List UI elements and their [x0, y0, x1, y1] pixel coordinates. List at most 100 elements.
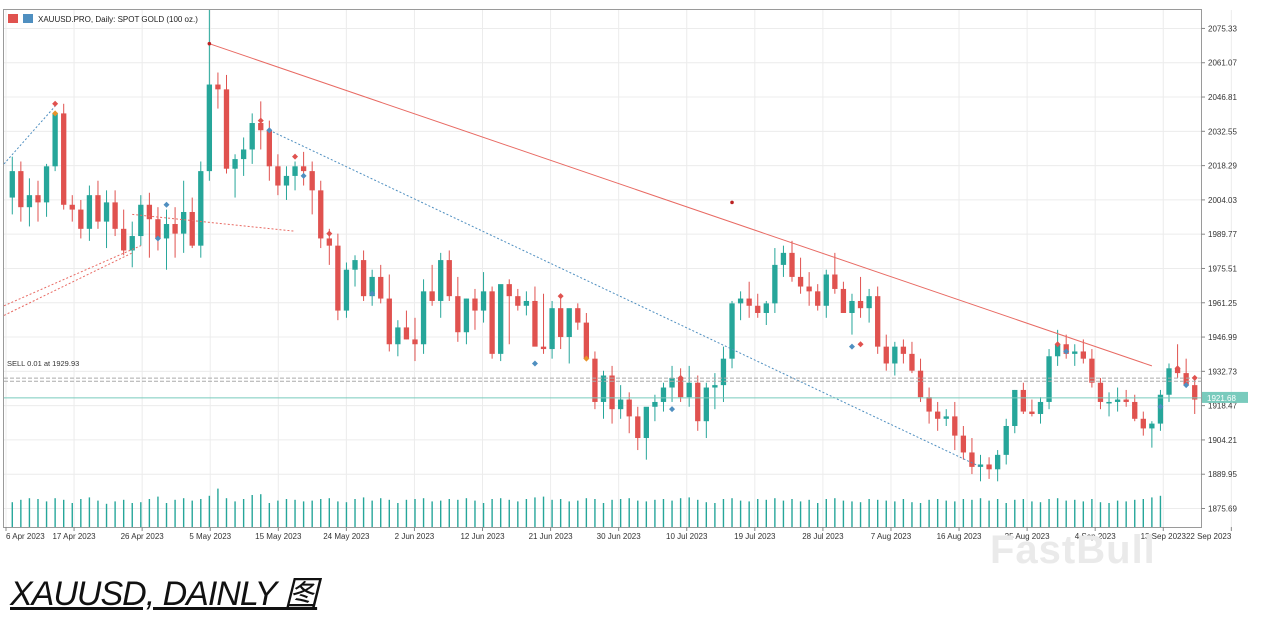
candle-body — [438, 260, 444, 301]
candle-body — [566, 308, 572, 338]
trend-line — [209, 43, 1153, 367]
candle-body — [266, 130, 272, 167]
dotted-projection — [3, 245, 142, 307]
candle-body — [1054, 344, 1061, 357]
trade-marker — [677, 374, 684, 381]
trade-marker — [1063, 348, 1070, 355]
candle-body — [540, 346, 547, 350]
candle-body — [969, 452, 975, 467]
y-tick-label: 1946.99 — [1208, 333, 1237, 342]
candle-body — [1046, 356, 1052, 402]
candle-body — [1149, 423, 1155, 429]
candle-body — [669, 377, 675, 388]
x-tick-label: 24 May 2023 — [323, 532, 370, 541]
candle-body — [857, 300, 864, 309]
candle-body — [1183, 373, 1189, 386]
candle-body — [712, 385, 718, 388]
candle-body — [52, 113, 58, 167]
chart-title: XAUUSD.PRO, Daily: SPOT GOLD (100 oz.) — [38, 15, 198, 24]
candle-body — [652, 401, 658, 407]
trade-marker — [52, 110, 59, 117]
candle-body — [472, 298, 478, 311]
trade-marker — [154, 235, 161, 242]
y-tick-label: 1961.25 — [1208, 299, 1237, 308]
candle-body — [249, 123, 255, 150]
trade-marker — [257, 117, 264, 124]
candle-body — [95, 195, 101, 222]
candle-body — [1072, 351, 1078, 354]
x-tick-label: 10 Jul 2023 — [666, 532, 708, 541]
current-price-label: 1921.68 — [1207, 394, 1236, 403]
overlay-order-label: SELL 0.01 at 1929.93 — [7, 359, 79, 368]
candle-body — [309, 171, 315, 191]
candle-body — [180, 211, 187, 234]
price-chart: 2075.33 2061.07 2046.81 2032.55 2018.29 2004.… — [3, 9, 1248, 541]
candle-body — [523, 300, 530, 306]
candle-body — [386, 298, 392, 345]
candle-body — [189, 211, 195, 246]
candle-body — [1114, 399, 1121, 402]
x-tick-label: 16 Aug 2023 — [937, 532, 982, 541]
x-axis: 6 Apr 2023 17 Apr 2023 26 Apr 2023 5 May 20… — [5, 527, 1232, 541]
trend-anchor — [730, 200, 734, 205]
candle-body — [343, 269, 350, 311]
candle-body — [326, 238, 332, 246]
candle-body — [1020, 389, 1027, 412]
y-axis: 2075.33 2061.07 2046.81 2032.55 2018.29 2004.… — [1201, 24, 1237, 514]
dotted-projection — [132, 213, 296, 232]
x-tick-label: 6 Apr 2023 — [6, 532, 45, 541]
chart-caption: XAUUSD, DAINLY 图 — [10, 575, 318, 613]
candle-body — [35, 195, 41, 203]
candle-body — [994, 454, 1001, 470]
trade-marker — [266, 127, 273, 134]
candle-body — [480, 291, 487, 311]
trade-marker — [1157, 403, 1164, 410]
candle-body — [240, 149, 247, 160]
x-tick-label: 5 May 2023 — [189, 532, 231, 541]
candle-body — [1123, 399, 1129, 402]
candle-body — [943, 416, 949, 419]
trade-marker — [557, 293, 564, 300]
candle-body — [892, 346, 898, 364]
x-tick-label: 30 Jun 2023 — [597, 532, 642, 541]
chart-menu-icon[interactable] — [8, 14, 18, 23]
x-tick-label: 2 Jun 2023 — [395, 532, 435, 541]
x-tick-label: 19 Jul 2023 — [734, 532, 776, 541]
y-tick-label: 1975.51 — [1208, 264, 1237, 273]
candle-body — [223, 89, 230, 169]
candle-body — [1192, 385, 1198, 400]
candle-body — [420, 291, 427, 345]
dotted-projection — [269, 129, 981, 468]
candle-body — [686, 382, 692, 398]
candle-body — [960, 435, 967, 453]
candle-body — [720, 358, 727, 386]
candle-body — [617, 399, 624, 410]
candle-body — [26, 195, 33, 208]
candle-body — [198, 171, 204, 246]
candle-body — [875, 296, 881, 347]
candle-body — [823, 274, 829, 306]
x-tick-label: 21 Jun 2023 — [529, 532, 574, 541]
candle-body — [840, 288, 847, 313]
trade-marker — [669, 406, 676, 413]
chart-header: XAUUSD.PRO, Daily: SPOT GOLD (100 oz.) — [8, 14, 198, 24]
candle-body — [138, 204, 144, 237]
y-tick-label: 1875.69 — [1208, 505, 1237, 514]
candle-body — [917, 370, 924, 398]
candle-body — [677, 377, 684, 398]
candle-body — [412, 339, 418, 345]
candle-body — [446, 260, 452, 297]
dotted-projection — [3, 105, 56, 165]
candle-body — [935, 411, 941, 419]
x-tick-label: 22 Sep 2023 — [1186, 532, 1232, 541]
chart-grid-icon[interactable] — [23, 14, 33, 23]
candle-body — [806, 286, 812, 292]
candle-body — [626, 399, 632, 417]
candle-body — [703, 387, 709, 422]
candle-body — [737, 298, 744, 304]
candle-body — [318, 190, 324, 239]
candle-body — [206, 84, 213, 172]
candle-body — [909, 353, 915, 371]
candle-body — [952, 416, 958, 436]
trade-marker — [1183, 382, 1190, 389]
